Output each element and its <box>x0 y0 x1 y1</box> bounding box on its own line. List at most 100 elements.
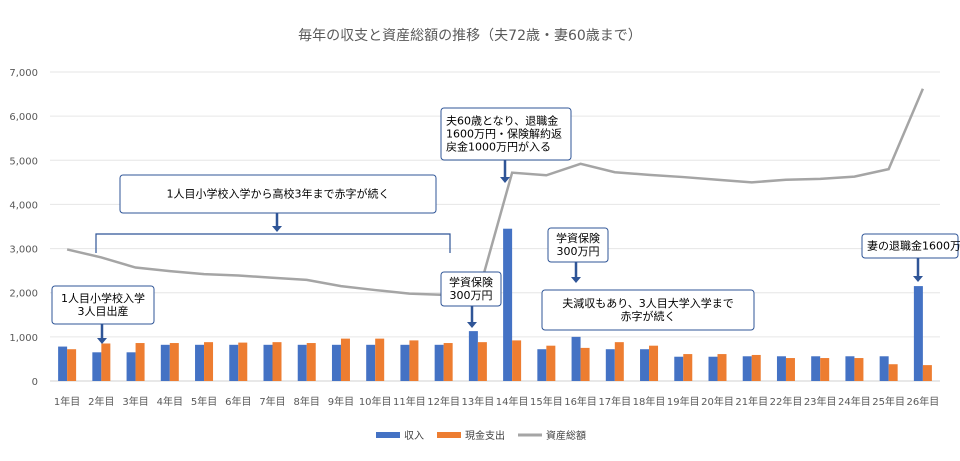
expense-bar <box>409 340 419 381</box>
arrowhead <box>467 322 477 328</box>
income-bar <box>811 356 821 381</box>
x-tick-label: 17年目 <box>598 395 631 408</box>
income-bar <box>468 331 478 381</box>
y-tick-label: 4,000 <box>9 200 38 211</box>
annotation-box <box>861 233 959 259</box>
expense-bar <box>580 347 590 381</box>
annotation-text: 300万円 <box>557 245 600 258</box>
income-bar <box>366 344 376 381</box>
y-tick-label: 5,000 <box>9 156 38 167</box>
income-bar <box>263 344 273 381</box>
x-tick-label: 13年目 <box>462 395 495 408</box>
income-bar <box>708 356 718 381</box>
expense-bar <box>717 354 727 381</box>
annotation-text: 1人目小学校入学 <box>61 291 145 305</box>
y-tick-label: 2,000 <box>9 289 38 300</box>
income-bar <box>331 344 341 381</box>
legend-label: 資産総額 <box>546 429 586 442</box>
expense-bar <box>101 343 111 381</box>
arrowhead <box>272 226 282 232</box>
y-tick-label: 7,000 <box>9 68 38 79</box>
annotation-text: 300万円 <box>450 289 493 302</box>
asset-total-line <box>66 88 925 297</box>
income-bar <box>434 344 444 381</box>
x-tick-label: 6年目 <box>225 395 251 408</box>
legend-label: 収入 <box>404 430 424 442</box>
x-axis: 1年目 2年目 3年目 4年目 5年目 6年目 7年目 8年目 9年目 10年目 11年目 12年目 1… <box>54 395 939 408</box>
y-tick-label: 0 <box>32 377 38 388</box>
income-bar <box>126 352 136 381</box>
y-tick-label: 1,000 <box>9 333 38 344</box>
income-bar <box>879 356 889 381</box>
annotation-text: 学資保険 <box>556 231 600 245</box>
x-tick-label: 10年目 <box>359 395 392 408</box>
expense-bar <box>888 364 898 381</box>
income-bar <box>776 356 786 381</box>
expense-bar <box>683 354 693 381</box>
income-bar <box>229 344 239 381</box>
expense-bar <box>785 358 795 381</box>
arrowhead <box>571 277 581 283</box>
annotation-text: 夫減収もあり、3人目大学入学まで <box>562 296 734 310</box>
expense-bar <box>649 345 659 381</box>
annotation-box <box>547 227 609 263</box>
income-bar <box>913 286 923 381</box>
income-bar <box>297 344 307 381</box>
expense-bar <box>306 343 316 381</box>
income-bar <box>605 349 615 381</box>
annotation-text: 夫60歳となり、退職金 <box>446 114 558 128</box>
expense-bar <box>340 338 350 381</box>
x-tick-label: 5年目 <box>191 395 217 408</box>
annotation-text: 戻金1000万円が入る <box>446 140 551 154</box>
annotation-text: 1人目小学校入学から高校3年まで赤字が続く <box>167 187 390 201</box>
expense-bar <box>238 342 248 381</box>
x-tick-label: 19年目 <box>667 395 700 408</box>
expense-bar <box>477 342 487 381</box>
x-tick-label: 1年目 <box>54 395 80 408</box>
y-tick-label: 6,000 <box>9 112 38 123</box>
annotation-box <box>541 289 755 331</box>
x-tick-label: 21年目 <box>735 395 768 408</box>
income-bar <box>571 336 581 381</box>
expense-bar <box>751 354 761 381</box>
annotation-wife-retirement: 妻の退職金1600万円 <box>861 233 960 259</box>
x-tick-label: 26年目 <box>907 395 940 408</box>
legend-swatch <box>437 432 461 438</box>
x-tick-label: 9年目 <box>328 395 354 408</box>
expense-bar <box>546 345 556 381</box>
x-tick-label: 7年目 <box>259 395 285 408</box>
x-tick-label: 20年目 <box>701 395 734 408</box>
arrowhead <box>913 276 923 282</box>
income-bar <box>640 349 650 381</box>
x-tick-label: 18年目 <box>633 395 666 408</box>
expense-bar <box>135 343 145 381</box>
expense-bar <box>820 358 830 381</box>
y-tick-label: 3,000 <box>9 245 38 256</box>
income-bar <box>674 356 684 381</box>
x-tick-label: 2年目 <box>88 395 114 408</box>
x-tick-label: 23年目 <box>804 395 837 408</box>
annotation-text: 3人目出産 <box>78 304 129 318</box>
annotation-red-ink-period: 1人目小学校入学から高校3年まで赤字が続く <box>119 174 437 214</box>
legend-swatch <box>376 432 400 438</box>
annotation-text: 赤字が続く <box>621 309 676 323</box>
expense-bar <box>67 349 77 381</box>
x-tick-label: 4年目 <box>157 395 183 408</box>
annotation-text: 学資保険 <box>449 275 493 289</box>
arrowhead <box>500 177 510 183</box>
annotations: 1人目小学校入学から高校3年まで赤字が続く1人目小学校入学3人目出産学資保険30… <box>51 107 960 344</box>
income-bar <box>195 344 205 381</box>
annotation-text: 妻の退職金1600万円 <box>867 239 960 253</box>
income-bar <box>92 352 102 381</box>
income-bar <box>503 228 513 381</box>
income-bar <box>845 356 855 381</box>
annotation-text: 1600万円・保険解約返 <box>446 127 562 141</box>
x-tick-label: 3年目 <box>122 395 148 408</box>
expense-bar <box>922 365 932 381</box>
income-bar <box>537 349 547 381</box>
expense-bar <box>375 338 385 381</box>
